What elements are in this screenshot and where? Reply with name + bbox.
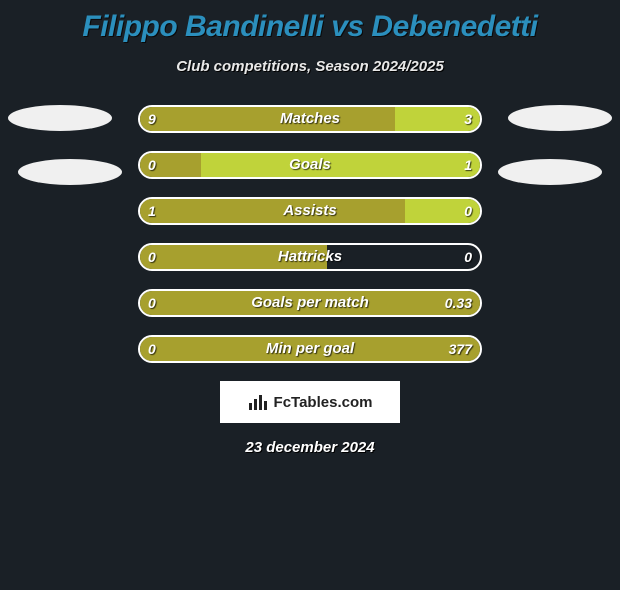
bars-icon: [248, 393, 270, 411]
stat-right-value: 0: [464, 243, 472, 271]
comparison-chart: 93Matches01Goals10Assists00Hattricks00.3…: [0, 105, 620, 363]
stat-left-value: 1: [148, 197, 156, 225]
bar-track: [138, 197, 482, 225]
subtitle: Club competitions, Season 2024/2025: [0, 58, 620, 75]
bar-left: [140, 337, 480, 361]
source-logo: FcTables.com: [220, 381, 400, 423]
stat-row: 93Matches: [0, 105, 620, 133]
stat-row: 00Hattricks: [0, 243, 620, 271]
stat-right-value: 0.33: [445, 289, 472, 317]
stat-left-value: 0: [148, 243, 156, 271]
stat-right-value: 377: [449, 335, 472, 363]
bar-right: [201, 153, 480, 177]
page-title: Filippo Bandinelli vs Debenedetti: [0, 10, 620, 44]
stat-row: 0377Min per goal: [0, 335, 620, 363]
stat-right-value: 3: [464, 105, 472, 133]
bar-track: [138, 335, 482, 363]
stat-left-value: 9: [148, 105, 156, 133]
stat-left-value: 0: [148, 151, 156, 179]
bar-left: [140, 245, 327, 269]
stat-row: 10Assists: [0, 197, 620, 225]
bar-left: [140, 199, 405, 223]
stat-right-value: 1: [464, 151, 472, 179]
bar-left: [140, 291, 480, 315]
bar-track: [138, 289, 482, 317]
stat-row: 01Goals: [0, 151, 620, 179]
bar-track: [138, 105, 482, 133]
bar-track: [138, 151, 482, 179]
bar-track: [138, 243, 482, 271]
bar-left: [140, 107, 395, 131]
stat-left-value: 0: [148, 289, 156, 317]
stat-left-value: 0: [148, 335, 156, 363]
logo-text: FcTables.com: [274, 394, 373, 411]
stat-row: 00.33Goals per match: [0, 289, 620, 317]
date-label: 23 december 2024: [0, 439, 620, 456]
stat-right-value: 0: [464, 197, 472, 225]
